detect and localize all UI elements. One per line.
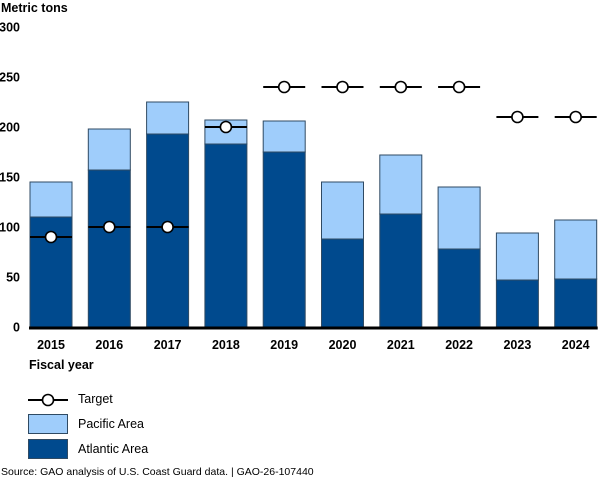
bar-atlantic-area-2016 [87,169,131,328]
legend-item-atlantic: Atlantic Area [28,439,228,461]
bar-pacific-area-2022 [437,186,481,250]
x-tick-label: 2024 [562,338,590,352]
y-axis-title: Metric tons [1,1,68,15]
legend-label-atlantic: Atlantic Area [78,442,149,456]
bar-atlantic-area-2023 [495,279,539,328]
bar-atlantic-area-2021 [379,213,423,328]
legend-label-pacific: Pacific Area [78,417,145,431]
target-marker-2023 [511,110,524,124]
y-tick-label: 250 [0,71,20,85]
target-marker-2021 [394,80,408,94]
bar-pacific-area-2023 [495,232,539,281]
y-tick-label: 50 [6,271,20,285]
source-note: Source: GAO analysis of U.S. Coast Guard… [1,466,314,478]
bar-pacific-area-2015 [29,181,73,218]
y-tick-label: 0 [13,321,20,335]
x-tick-label: 2017 [154,338,182,352]
bar-pacific-area-2019 [262,120,306,153]
bar-pacific-area-2020 [321,181,364,240]
legend-item-pacific: Pacific Area [28,414,228,436]
bar-atlantic-area-2015 [29,216,73,328]
bar-pacific-area-2017 [146,101,190,135]
target-marker-2018 [219,120,233,134]
bar-atlantic-area-2024 [554,278,598,328]
bar-atlantic-area-2019 [262,151,306,328]
bar-atlantic-area-2020 [321,238,364,328]
bar-pacific-area-2021 [379,154,423,215]
x-tick-label: 2018 [212,338,240,352]
atlantic-swatch [28,439,68,459]
y-tick-label: 300 [0,21,20,35]
y-tick-label: 100 [0,221,20,235]
x-tick-label: 2015 [37,338,65,352]
bar-atlantic-area-2022 [437,248,481,328]
target-marker-2015 [44,230,58,244]
target-marker-2024 [569,110,583,124]
x-tick-label: 2021 [387,338,415,352]
target-marker-2016 [103,220,116,234]
bar-atlantic-area-2018 [204,143,248,328]
x-axis-title: Fiscal year [29,358,94,372]
legend-label-target: Target [78,392,113,406]
target-marker-2017 [161,220,174,234]
x-tick-label: 2020 [329,338,357,352]
x-tick-label: 2022 [445,338,473,352]
target-marker-2022 [452,80,466,94]
legend-item-target: Target [28,390,228,412]
x-tick-label: 2016 [95,338,123,352]
bar-pacific-area-2016 [87,128,131,171]
y-tick-label: 150 [0,171,20,185]
pacific-swatch [28,414,68,434]
x-tick-label: 2019 [270,338,298,352]
x-tick-label: 2023 [503,338,531,352]
stacked-bar-chart: 0 50 100 150 200 250 300 2015 2016 2017 2018 2019 20… [0,21,598,352]
target-marker-icon [28,393,68,407]
bar-pacific-area-2024 [554,219,598,280]
y-tick-label: 200 [0,121,20,135]
target-marker-2020 [336,80,349,94]
target-marker-2019 [277,80,291,94]
